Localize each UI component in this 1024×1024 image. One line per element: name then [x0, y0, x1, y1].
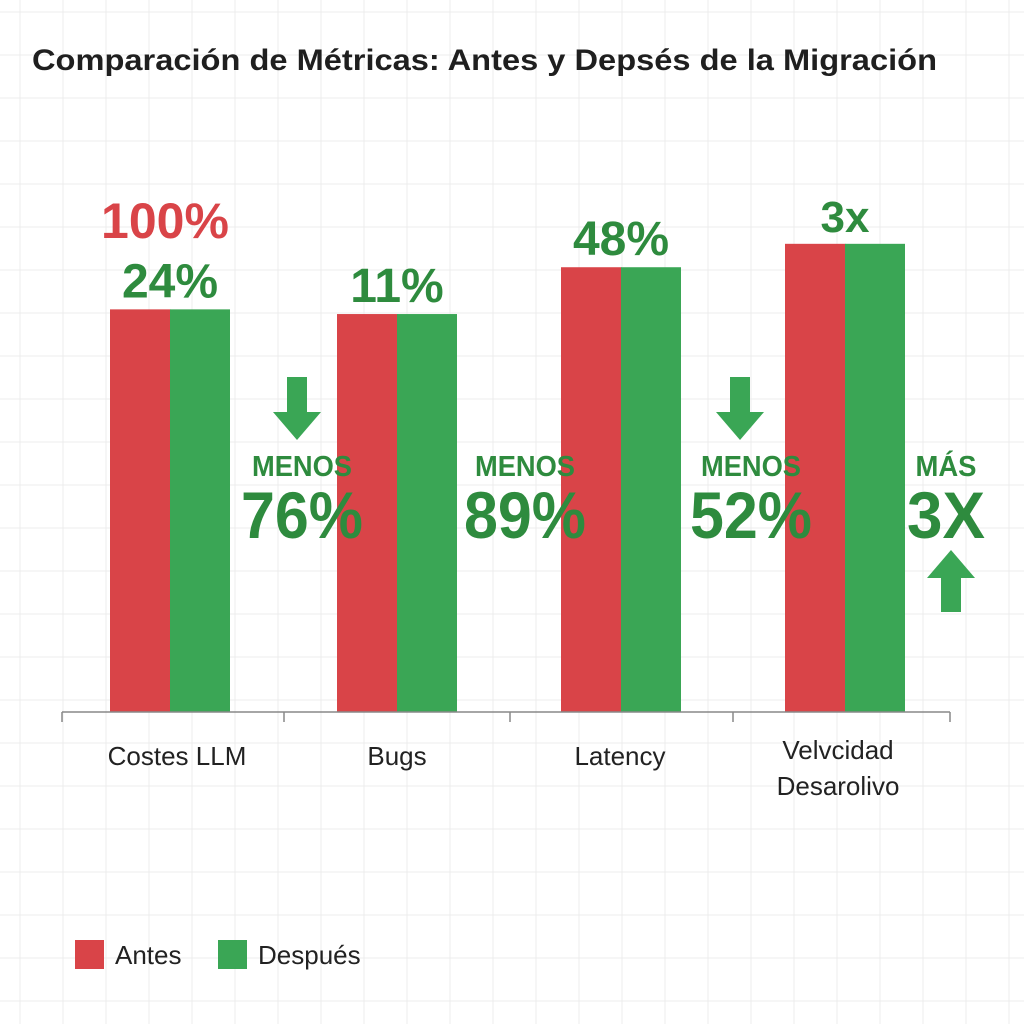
annotation-word: MENOS: [252, 451, 352, 483]
bar-antes: [110, 309, 171, 712]
data-label-despues: 48%: [573, 213, 669, 266]
legend-swatch: [75, 940, 104, 969]
annotation-value: 52%: [690, 478, 812, 552]
legend-label: Antes: [115, 940, 182, 970]
annotation-word: MÁS: [916, 449, 977, 483]
annotation-value: 76%: [241, 478, 363, 552]
bar-despues: [397, 314, 457, 712]
legend-swatch: [218, 940, 247, 969]
bar-antes: [785, 243, 846, 712]
data-label-despues: 3x: [821, 193, 870, 242]
data-label-antes: 100%: [101, 193, 229, 249]
bar-despues: [170, 309, 230, 712]
arrow-down-icon: [716, 377, 764, 440]
data-labels: 100% 24% 11% 48% 3x: [101, 193, 870, 313]
bar-despues: [621, 267, 681, 712]
bar-antes: [337, 314, 398, 712]
category-label: Desarolivo: [777, 771, 900, 801]
x-axis: Costes LLM Bugs Latency Velvcidad Desarolivo: [61, 711, 951, 801]
annotation-word: MENOS: [475, 451, 575, 483]
bars: [110, 243, 905, 712]
data-label-despues: 24%: [122, 255, 218, 308]
annotation-value: 89%: [464, 478, 586, 552]
bar-antes: [561, 267, 622, 712]
legend-label: Después: [258, 940, 361, 970]
arrow-down-icon: [273, 377, 321, 440]
arrow-up-icon: [927, 550, 975, 612]
category-label: Bugs: [367, 741, 426, 771]
chart-title: Comparación de Métricas: Antes y Depsés …: [32, 44, 937, 77]
category-label: Latency: [574, 741, 665, 771]
annotation-value: 3X: [907, 478, 985, 552]
bar-despues: [845, 243, 905, 712]
annotation-word: MENOS: [701, 451, 801, 483]
legend: Antes Después: [75, 940, 361, 970]
data-label-despues: 11%: [350, 260, 443, 313]
category-label: Velvcidad: [782, 735, 893, 765]
category-label: Costes LLM: [108, 741, 247, 771]
